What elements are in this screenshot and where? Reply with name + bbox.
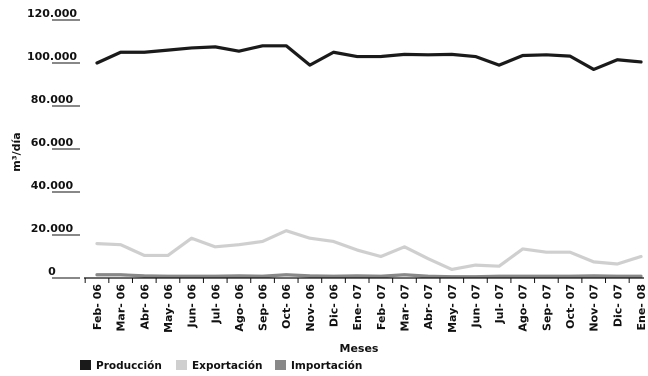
- x-tick-label: Sep- 07: [540, 284, 553, 331]
- legend-item: Producción: [80, 360, 162, 372]
- x-tick-label: Nov- 06: [304, 284, 317, 332]
- legend-label: Exportación: [192, 360, 262, 372]
- y-tick-label: 40.000: [31, 179, 74, 192]
- x-tick-label: May- 06: [162, 284, 175, 333]
- x-tick-label: Mar- 07: [398, 284, 411, 332]
- legend-swatch: [80, 360, 91, 370]
- series-1: [95, 229, 643, 271]
- x-tick-label: Feb- 06: [91, 284, 104, 330]
- y-tick-label: 0: [48, 265, 56, 278]
- series-2: [95, 273, 643, 279]
- x-tick-label: Sep- 06: [257, 284, 270, 331]
- y-axis-title: m³/día: [10, 132, 23, 171]
- x-tick-label: Ene- 07: [351, 284, 364, 331]
- legend: Producción Exportación Importación: [80, 360, 362, 372]
- x-tick-label: Dic- 06: [328, 284, 341, 327]
- y-tick-label: 20.000: [31, 222, 74, 235]
- legend-label: Producción: [96, 360, 162, 372]
- x-tick-label: Oct- 06: [280, 284, 293, 329]
- legend-swatch: [275, 360, 286, 370]
- legend-item: Importación: [275, 360, 362, 372]
- x-tick-label: Ago- 07: [517, 284, 530, 332]
- x-tick-label: Nov- 07: [588, 284, 601, 332]
- series-line: [95, 44, 643, 72]
- x-tick-label: Oct- 07: [564, 284, 577, 329]
- x-tick-label: Jun- 06: [186, 284, 199, 329]
- series-line: [95, 273, 643, 279]
- x-tick-label: Dic- 07: [611, 284, 624, 327]
- x-tick-label: May- 07: [446, 284, 459, 333]
- legend-label: Importación: [291, 360, 362, 372]
- x-tick-label: Abr- 07: [422, 284, 435, 330]
- legend-swatch: [176, 360, 187, 370]
- x-tick-label: Abr- 06: [138, 284, 151, 330]
- legend-item: Exportación: [176, 360, 262, 372]
- x-tick-label: Feb- 07: [375, 284, 388, 330]
- y-axis: 0 20.000 40.000 60.000 80.000 100.000 120.000: [27, 7, 80, 279]
- series-0: [95, 44, 643, 72]
- x-tick-label: Mar- 06: [115, 284, 128, 332]
- y-tick-label: 80.000: [31, 93, 74, 106]
- x-tick-label: Jul- 07: [493, 284, 506, 324]
- y-tick-label: 60.000: [31, 136, 74, 149]
- x-axis: Feb- 06 Mar- 06 Abr- 06 May- 06 Jun- 06 Jul- …: [84, 278, 648, 333]
- x-tick-label: Ago- 06: [233, 284, 246, 332]
- series-line: [95, 229, 643, 271]
- x-axis-title: Meses: [340, 342, 379, 355]
- y-tick-label: 120.000: [27, 7, 77, 20]
- x-tick-label: Ene- 08: [635, 284, 648, 331]
- x-tick-label: Jun- 07: [469, 284, 482, 328]
- series-layer: [95, 44, 643, 279]
- y-tick-label: 100.000: [27, 50, 77, 63]
- x-tick-label: Jul- 06: [209, 284, 222, 325]
